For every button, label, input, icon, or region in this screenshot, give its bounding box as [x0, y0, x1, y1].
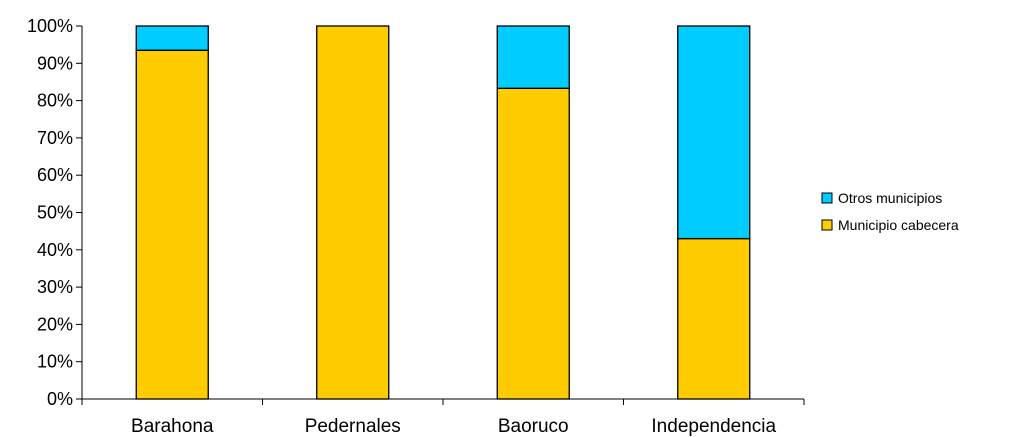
- y-tick-label: 90%: [37, 53, 73, 73]
- axes-layer: [76, 25, 805, 405]
- bar-baoruco-series-0: [496, 87, 570, 400]
- legend-swatch: [821, 192, 833, 204]
- y-tick-label: 30%: [37, 277, 73, 297]
- category-label-independencia: Independencia: [651, 416, 776, 437]
- y-tick-label: 0%: [47, 389, 73, 409]
- y-tick-label: 50%: [37, 203, 73, 223]
- category-label-barahona: Barahona: [131, 416, 214, 437]
- legend-label: Municipio cabecera: [838, 217, 959, 233]
- bar-independencia-series-0: [677, 237, 751, 400]
- y-tick-label: 10%: [37, 352, 73, 372]
- y-tick-label: 40%: [37, 240, 73, 260]
- bar-baoruco-series-1: [496, 25, 570, 89]
- legend-swatch: [821, 219, 833, 231]
- bar-pedernales-series-0: [316, 25, 390, 400]
- bars-layer: [135, 25, 751, 400]
- y-tick-label: 60%: [37, 165, 73, 185]
- legend-label: Otros municipios: [838, 190, 942, 206]
- category-label-baoruco: Baoruco: [498, 416, 569, 437]
- bar-independencia-series-1: [677, 25, 751, 240]
- y-tick-labels: 0% 10% 20% 30% 40% 50% 60% 70% 80% 90% 100%: [27, 16, 73, 409]
- category-labels: Barahona Pedernales Baoruco Independencia: [131, 416, 776, 437]
- category-label-pedernales: Pedernales: [305, 416, 401, 437]
- y-tick-label: 100%: [27, 16, 73, 36]
- legend: Otros municipios Municipio cabecera: [821, 190, 959, 233]
- bar-barahona-series-1: [135, 25, 209, 51]
- y-tick-label: 20%: [37, 314, 73, 334]
- y-tick-label: 70%: [37, 128, 73, 148]
- y-tick-label: 80%: [37, 91, 73, 111]
- bar-barahona-series-0: [135, 49, 209, 400]
